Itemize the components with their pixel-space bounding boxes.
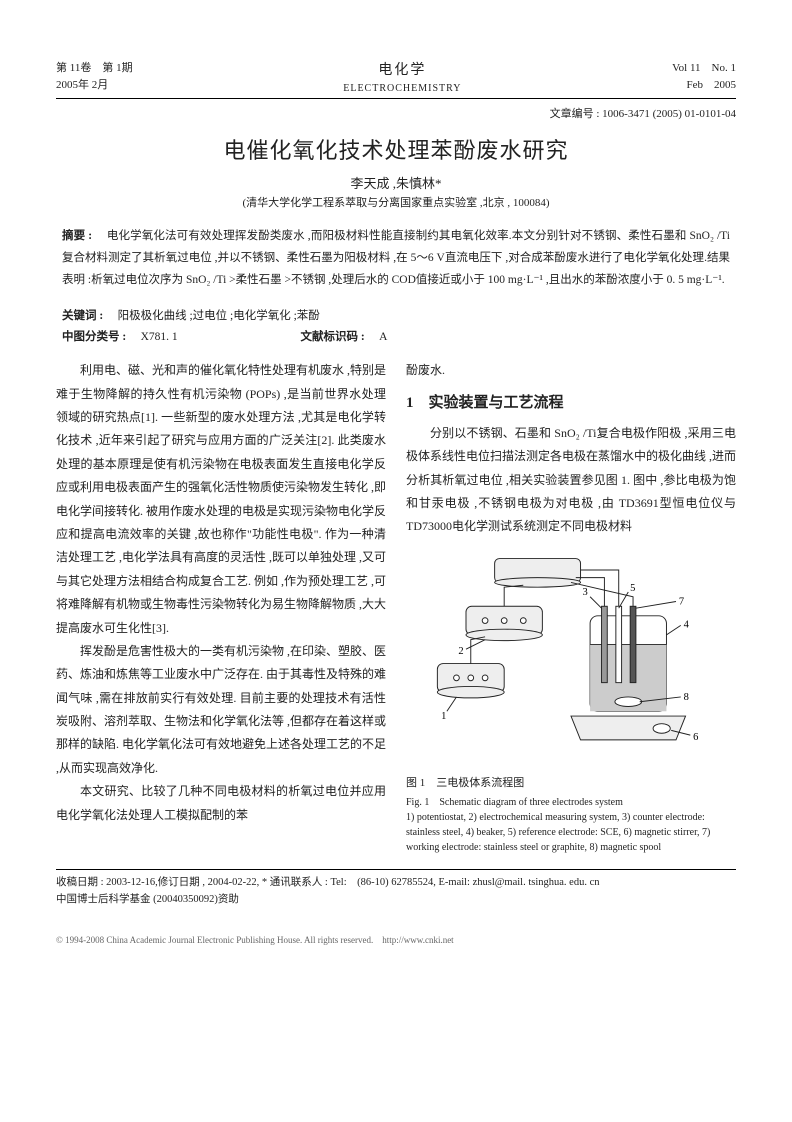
page: 第 11卷 第 1期 2005年 2月 电化学 ELECTROCHEMISTRY… xyxy=(0,0,792,986)
fig-label-5: 5 xyxy=(630,583,635,594)
fig-label-7: 7 xyxy=(679,596,684,607)
authors: 李天成 ,朱慎林* xyxy=(56,173,736,192)
keywords-line: 关键词 : 阳极极化曲线 ;过电位 ;电化学氧化 ;苯酚 xyxy=(62,306,730,328)
footer-dates: 收稿日期 : 2003-12-16,修订日期 , 2004-02-22, * 通… xyxy=(56,874,736,892)
footer-funding: 中国博士后科学基金 (20040350092)资助 xyxy=(56,891,736,909)
abstract-label: 摘要 : xyxy=(62,230,92,242)
body-paragraph: 酚废水. xyxy=(406,359,736,382)
journal-title-en: ELECTROCHEMISTRY xyxy=(133,81,673,96)
doc-code-value: A xyxy=(368,331,388,343)
header-left: 第 11卷 第 1期 2005年 2月 xyxy=(56,60,133,96)
article-id-line: 文章编号 : 1006-3471 (2005) 01-0101-04 xyxy=(56,105,736,121)
date-cn: 2005年 2月 xyxy=(56,77,133,94)
abstract: 摘要 : 电化学氧化法可有效处理挥发酚类废水 ,而阳极材料性能直接制约其电氧化效… xyxy=(62,226,730,292)
keywords-label: 关键词 : xyxy=(62,310,103,322)
keywords-text: 阳极极化曲线 ;过电位 ;电化学氧化 ;苯酚 xyxy=(106,310,320,322)
fig-label-3: 3 xyxy=(582,587,587,598)
right-column: 酚废水. 1 实验装置与工艺流程 分别以不锈钢、石墨和 SnO₂ /Ti复合电极… xyxy=(406,359,736,854)
abstract-text: 电化学氧化法可有效处理挥发酚类废水 ,而阳极材料性能直接制约其电氧化效率.本文分… xyxy=(62,230,730,286)
fig-label-1: 1 xyxy=(441,711,446,722)
journal-title-cn: 电化学 xyxy=(133,60,673,81)
footer: 收稿日期 : 2003-12-16,修订日期 , 2004-02-22, * 通… xyxy=(56,869,736,910)
body-paragraph: 挥发酚是危害性极大的一类有机污染物 ,在印染、塑胶、医药、炼油和炼焦等工业废水中… xyxy=(56,640,386,780)
page-header: 第 11卷 第 1期 2005年 2月 电化学 ELECTROCHEMISTRY… xyxy=(56,60,736,99)
classification-line: 中图分类号 : X781. 1 文献标识码 : A xyxy=(62,327,730,349)
doc-code-label: 文献标识码 : xyxy=(301,331,365,343)
volume-issue-en: Vol 11 No. 1 xyxy=(672,60,736,77)
fig-label-2: 2 xyxy=(458,646,463,657)
figure-1: 1 2 3 4 5 6 7 8 图 1 三电极体系流程图 Fig. 1 Sche… xyxy=(406,549,736,855)
article-id-value: 1006-3471 (2005) 01-0101-04 xyxy=(602,108,736,120)
body-paragraph: 利用电、磁、光和声的催化氧化特性处理有机废水 ,特别是难于生物降解的持久性有机污… xyxy=(56,359,386,640)
figure-caption-en-body: 1) potentiostat, 2) electrochemical meas… xyxy=(406,810,736,855)
affiliation: (清华大学化学工程系萃取与分离国家重点实验室 ,北京 , 100084) xyxy=(56,194,736,210)
body-paragraph: 本文研究、比较了几种不同电极材料的析氧过电位并应用电化学氧化法处理人工模拟配制的… xyxy=(56,780,386,827)
header-right: Vol 11 No. 1 Feb 2005 xyxy=(672,60,736,96)
copyright: © 1994-2008 China Academic Journal Elect… xyxy=(56,933,736,946)
clc-label: 中图分类号 : xyxy=(62,331,126,343)
body-columns: 利用电、磁、光和声的催化氧化特性处理有机废水 ,特别是难于生物降解的持久性有机污… xyxy=(56,359,736,854)
header-center: 电化学 ELECTROCHEMISTRY xyxy=(133,60,673,96)
section-heading: 1 实验装置与工艺流程 xyxy=(406,389,736,418)
three-electrode-diagram: 1 2 3 4 5 6 7 8 xyxy=(426,549,716,759)
fig-label-8: 8 xyxy=(684,692,689,703)
figure-caption-en-title: Fig. 1 Schematic diagram of three electr… xyxy=(406,795,736,810)
left-column: 利用电、磁、光和声的催化氧化特性处理有机废水 ,特别是难于生物降解的持久性有机污… xyxy=(56,359,386,854)
body-paragraph: 分别以不锈钢、石墨和 SnO₂ /Ti复合电极作阳极 ,采用三电极体系线性电位扫… xyxy=(406,422,736,539)
fig-label-6: 6 xyxy=(693,732,698,743)
article-title: 电催化氧化技术处理苯酚废水研究 xyxy=(56,133,736,165)
article-id-label: 文章编号 : xyxy=(550,108,600,120)
volume-issue-cn: 第 11卷 第 1期 xyxy=(56,60,133,77)
fig-label-4: 4 xyxy=(684,619,690,630)
figure-caption-cn: 图 1 三电极体系流程图 xyxy=(406,773,736,794)
date-en: Feb 2005 xyxy=(672,77,736,94)
clc-value: X781. 1 xyxy=(129,331,178,343)
